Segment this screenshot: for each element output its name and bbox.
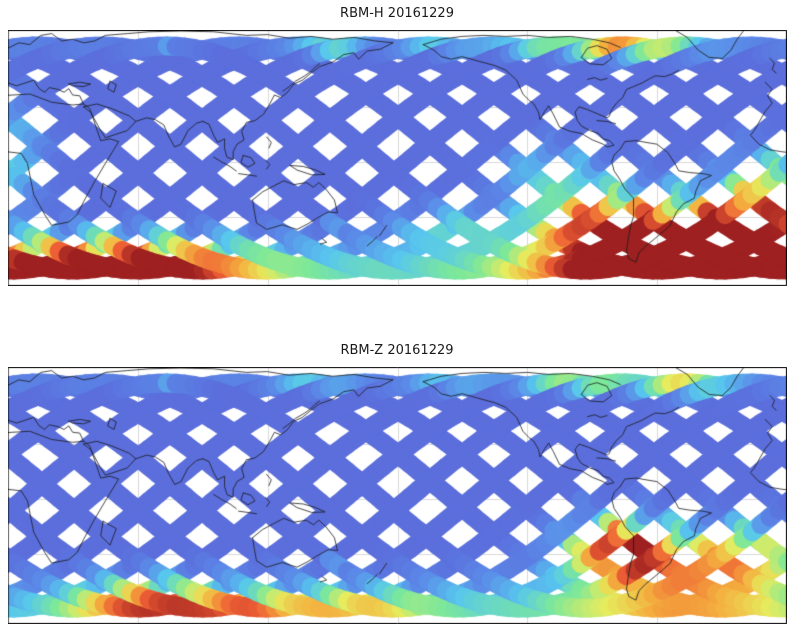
plot-title-rbm-h: RBM-H 20161229 [340, 6, 454, 21]
map-canvas-rbm-h [8, 30, 787, 286]
plot-title-rbm-z: RBM-Z 20161229 [340, 343, 454, 358]
map-canvas-rbm-z [8, 367, 787, 624]
